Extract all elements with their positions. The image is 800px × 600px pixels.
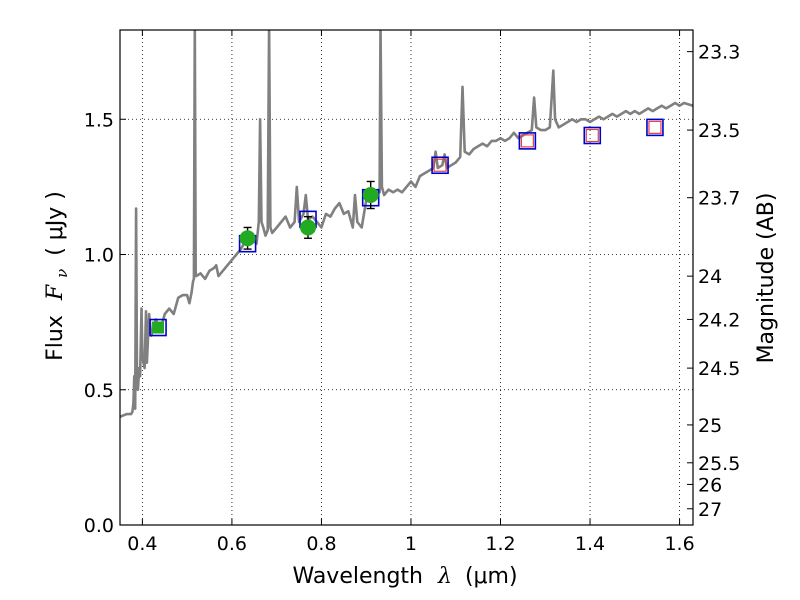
right-tick-label: 23.5 <box>698 120 740 142</box>
right-tick-label: 24.2 <box>698 309 740 331</box>
right-axis-label: Magnitude (AB) <box>754 193 779 364</box>
x-tick-label: 0.6 <box>217 533 247 555</box>
plot-frame <box>119 29 694 526</box>
x-tick-label: 1 <box>405 533 417 555</box>
right-axis-tick-labels: 23.3 23.5 23.7 24 24.2 24.5 25 25.526 27 <box>698 42 740 521</box>
observed-nir-point <box>585 128 599 143</box>
right-tick-label: 24.5 <box>698 358 740 380</box>
model-photometry-box <box>518 132 537 150</box>
right-tick-label: 25.5 <box>698 453 740 475</box>
observed-ground-point <box>300 219 317 236</box>
x-axis-label: Wavelength λ (μm) <box>292 564 517 589</box>
model-photometry-box <box>646 118 664 137</box>
y-tick-label: 1.5 <box>84 109 114 131</box>
right-tick-label: 23.3 <box>698 42 740 64</box>
observed-nir-point <box>520 134 534 148</box>
photometry-layer <box>149 118 664 337</box>
y-tick-label: 0.5 <box>84 380 114 402</box>
observed-blue-band-point <box>152 321 165 334</box>
y-tick-labels: 0.0 0.5 1.0 1.5 <box>84 109 114 537</box>
y-axis-label: Flux F ν ( μJy ) <box>43 191 73 361</box>
y-tick-label: 0.0 <box>84 515 114 537</box>
model-photometry-box <box>149 318 167 337</box>
y-tick-label: 1.0 <box>84 245 114 267</box>
model-photometry-box <box>583 126 602 145</box>
x-tick-label: 1.6 <box>664 533 694 555</box>
x-tick-label: 0.8 <box>306 533 336 555</box>
x-tick-labels: 0.4 0.6 0.8 1 1.2 1.4 1.6 <box>127 533 694 555</box>
right-tick-label: 27 <box>698 499 722 521</box>
spectrum-line <box>120 30 693 419</box>
observed-ground-point <box>362 187 379 203</box>
right-tick-label: 26 <box>698 474 722 496</box>
x-tick-label: 1.2 <box>485 533 515 555</box>
gridlines <box>120 30 693 526</box>
x-tick-label: 1.4 <box>575 533 605 555</box>
observed-ground-point <box>239 230 256 247</box>
x-tick-label: 0.4 <box>127 533 157 555</box>
right-tick-label: 23.7 <box>698 188 740 210</box>
model-photometry-box <box>431 156 449 175</box>
spectrum-layer <box>120 30 693 419</box>
observed-nir-point <box>433 158 447 172</box>
observed-nir-point <box>648 120 662 134</box>
right-tick-label: 25 <box>698 415 722 437</box>
right-tick-label: 24 <box>698 266 722 288</box>
